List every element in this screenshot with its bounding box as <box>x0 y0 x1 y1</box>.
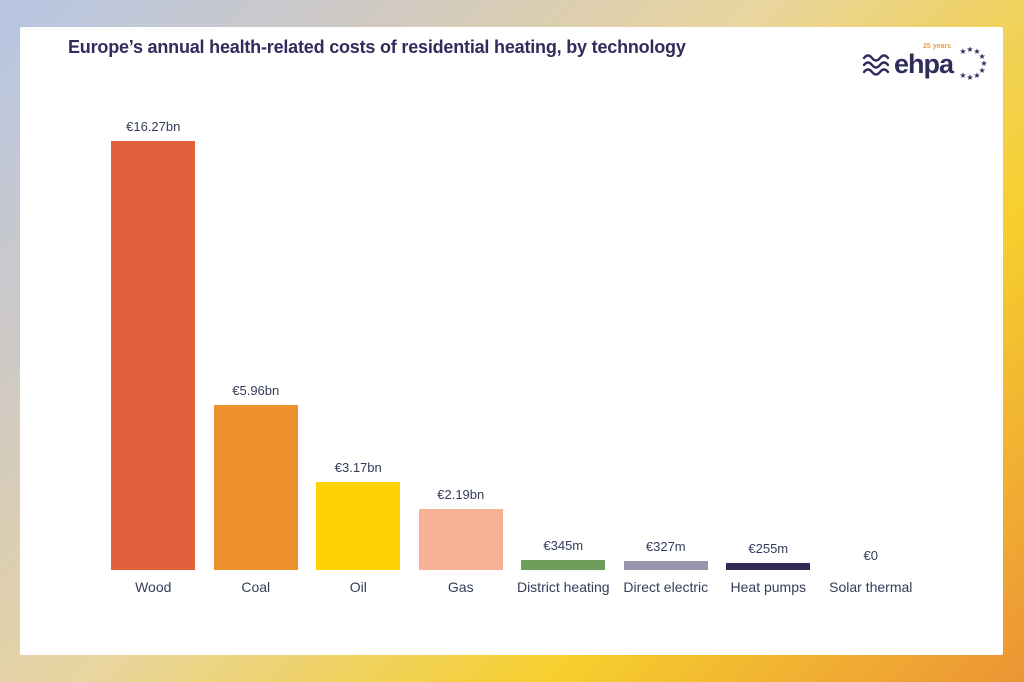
bar <box>726 563 811 570</box>
category-label: Solar thermal <box>829 579 913 595</box>
category-label: Direct electric <box>623 579 709 595</box>
bar <box>418 509 503 570</box>
value-label: €3.17bn <box>334 460 382 475</box>
category-label: District heating <box>516 579 610 595</box>
value-label: €345m <box>543 538 584 553</box>
value-label: €5.96bn <box>232 383 280 398</box>
bar-column: €3.17bn Oil <box>307 119 410 595</box>
category-label: Wood <box>135 579 172 595</box>
category-label: Gas <box>447 579 474 595</box>
bar-chart: €16.27bn Wood €5.96bn Coal €3.17bn Oil €2.19bn… <box>102 119 923 595</box>
value-label: €255m <box>748 541 789 556</box>
value-label: €327m <box>645 539 686 554</box>
bar <box>213 405 298 570</box>
chart-panel: Europe’s annual health-related costs of … <box>20 27 1003 655</box>
ehpa-logo: ehpa 25 years ★ ★ ★ ★ ★ ★ ★ ★ ★ <box>853 41 989 99</box>
waves-icon <box>862 53 890 76</box>
logo-wordmark: ehpa <box>893 49 954 79</box>
svg-text:★: ★ <box>973 71 980 80</box>
svg-text:★: ★ <box>979 52 986 61</box>
category-label: Oil <box>349 579 367 595</box>
svg-text:★: ★ <box>980 59 987 68</box>
bar-column: €0 Solar thermal <box>820 119 923 595</box>
svg-text:★: ★ <box>959 47 966 56</box>
svg-text:★: ★ <box>959 71 966 80</box>
value-label: €16.27bn <box>126 119 181 134</box>
bar-column: €255m Heat pumps <box>717 119 820 595</box>
category-label: Coal <box>241 579 271 595</box>
bar-column: €16.27bn Wood <box>102 119 205 595</box>
bar-column: €327m Direct electric <box>615 119 718 595</box>
category-label: Heat pumps <box>730 579 806 595</box>
bar <box>521 560 606 570</box>
svg-text:★: ★ <box>966 73 973 82</box>
bar <box>316 482 401 570</box>
logo-25-years-label: 25 years <box>922 43 951 50</box>
bar <box>111 141 196 570</box>
bar-column: €5.96bn Coal <box>205 119 308 595</box>
bar-column: €2.19bn Gas <box>410 119 513 595</box>
bar-column: €345m District heating <box>512 119 615 595</box>
bar <box>623 561 708 570</box>
value-label: €0 <box>863 548 878 563</box>
svg-text:★: ★ <box>973 47 980 56</box>
value-label: €2.19bn <box>437 487 485 502</box>
svg-text:★: ★ <box>979 66 986 75</box>
eu-stars-icon: ★ ★ ★ ★ ★ ★ ★ ★ ★ <box>959 45 987 82</box>
chart-title: Europe’s annual health-related costs of … <box>68 37 686 57</box>
svg-text:★: ★ <box>966 45 973 54</box>
